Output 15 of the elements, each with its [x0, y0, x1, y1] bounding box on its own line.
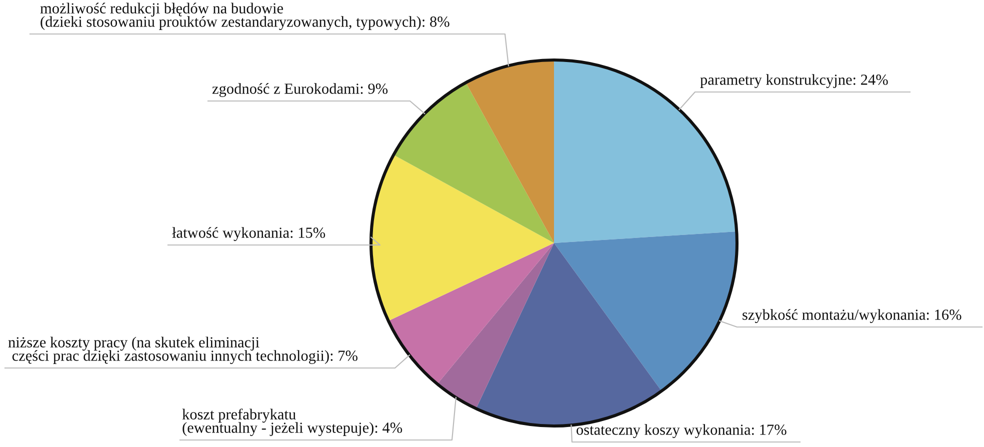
pie-slice: [437, 243, 554, 409]
slice-label: koszt prefabrykatu (ewentualny - jeżeli wystepuje): 4%: [182, 408, 402, 436]
pie-slice: [394, 82, 554, 243]
slice-label: zgodność z Eurokodami: 9%: [212, 83, 388, 97]
pie-slice: [371, 154, 554, 321]
slice-label: niższe koszty pracy (na skutek eliminacji części prac dzięki zastosowaniu innych technologii): 7%: [8, 336, 358, 364]
pie-slice: [466, 60, 554, 243]
slice-label: łatwość wykonania: 15%: [172, 227, 326, 241]
pie-slice: [554, 232, 737, 392]
pie-slice: [388, 243, 554, 384]
slice-label: możliwość redukcji błędów na budowie (dzieki stosowaniu prouktów zestandaryzowanych, typowych): 8%: [40, 2, 450, 30]
slice-label: ostateczny koszy wykonania: 17%: [576, 424, 786, 438]
pie-slice: [476, 243, 662, 426]
slice-label: parametry konstrukcyjne: 24%: [700, 74, 888, 88]
slice-label: szybkość montażu/wykonania: 16%: [742, 309, 962, 323]
